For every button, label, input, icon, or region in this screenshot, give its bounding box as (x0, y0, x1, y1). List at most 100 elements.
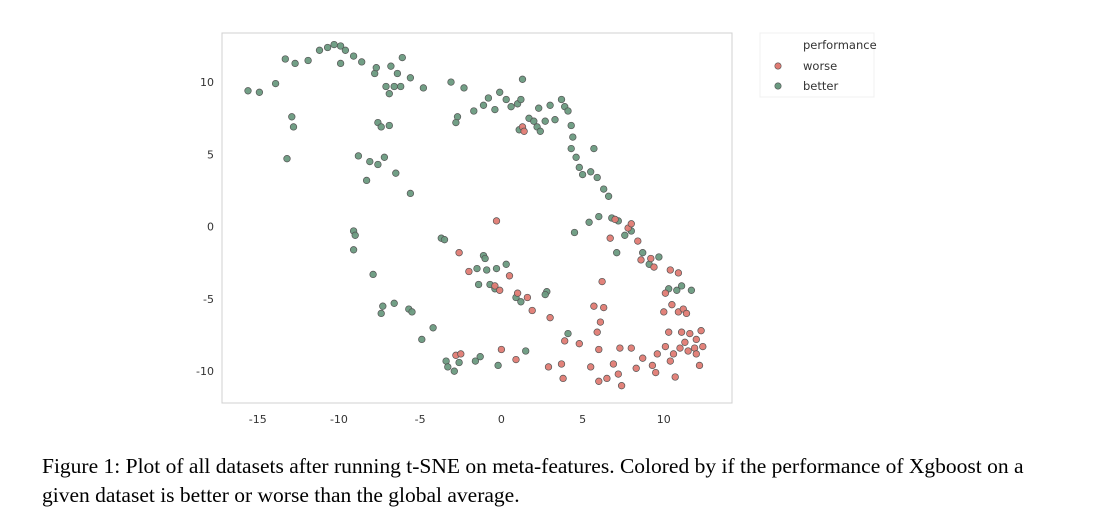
point-worse (692, 335, 700, 344)
point-better (541, 290, 549, 299)
point-better (255, 88, 264, 96)
point-worse (465, 267, 473, 276)
point-worse (686, 329, 694, 338)
point-worse (603, 374, 611, 383)
point-better (496, 88, 504, 96)
point-worse (491, 282, 499, 290)
point-worse (616, 344, 624, 352)
point-worse (606, 234, 614, 242)
point-better (271, 79, 280, 88)
x-tick-label: 5 (579, 413, 586, 426)
point-worse (617, 382, 626, 390)
point-better (483, 266, 491, 274)
point-better (471, 357, 480, 365)
point-better (655, 253, 663, 261)
point-better (408, 308, 416, 316)
point-better (546, 101, 554, 109)
point-worse (544, 363, 553, 371)
point-better (502, 260, 510, 268)
point-better (518, 75, 527, 83)
point-worse (666, 357, 674, 365)
point-better (587, 168, 595, 176)
point-better (281, 55, 289, 63)
point-better (362, 176, 371, 185)
point-better (341, 46, 350, 54)
point-better (385, 121, 393, 130)
point-better (677, 282, 686, 290)
point-better (593, 173, 601, 182)
point-better (349, 246, 358, 254)
x-tick-label: 10 (657, 413, 671, 426)
point-better (244, 87, 252, 95)
point-better (398, 53, 406, 62)
point-better (406, 189, 415, 198)
point-worse (682, 309, 691, 318)
point-worse (627, 344, 635, 352)
point-worse (595, 377, 603, 385)
point-better (372, 64, 380, 72)
point-better (390, 82, 398, 91)
point-worse (627, 220, 635, 228)
point-worse (455, 249, 463, 257)
point-better (419, 84, 428, 92)
point-worse (520, 127, 528, 135)
point-worse (596, 318, 605, 326)
point-worse (614, 370, 622, 378)
point-worse (661, 342, 670, 351)
point-better (288, 113, 296, 121)
point-better (283, 155, 291, 163)
point-better (570, 228, 579, 237)
point-better (387, 62, 395, 70)
legend-marker-worse (774, 62, 782, 70)
point-worse (637, 256, 645, 264)
point-better (569, 133, 577, 141)
point-worse (697, 327, 705, 335)
y-tick-label: 0 (207, 221, 214, 234)
point-worse (671, 373, 679, 381)
point-worse (647, 254, 655, 263)
point-better (564, 107, 572, 115)
point-better (450, 367, 458, 375)
point-better (492, 264, 501, 273)
point-better (474, 280, 483, 289)
point-better (473, 264, 481, 273)
point-better (393, 69, 402, 78)
point-better (397, 82, 405, 91)
point-better (330, 40, 338, 49)
point-better (369, 270, 377, 279)
point-better (476, 353, 484, 361)
point-better (304, 56, 312, 65)
point-better (494, 361, 502, 370)
y-tick-label: -10 (196, 365, 214, 378)
x-tick-label: -10 (330, 413, 348, 426)
point-better (585, 218, 593, 226)
point-worse (634, 237, 642, 245)
point-better (590, 144, 598, 153)
point-better (291, 59, 299, 68)
point-better (377, 123, 385, 131)
point-worse (587, 363, 595, 371)
point-better (621, 231, 629, 239)
point-better (444, 363, 452, 371)
point-better (541, 117, 549, 125)
point-worse (609, 360, 618, 368)
point-worse (674, 269, 683, 277)
point-better (366, 157, 374, 166)
point-worse (684, 347, 692, 355)
point-worse (639, 354, 647, 362)
point-better (460, 84, 468, 92)
point-better (491, 105, 499, 114)
point-worse (669, 350, 678, 358)
point-worse (505, 272, 514, 280)
y-tick-label: 5 (207, 148, 214, 161)
point-worse (677, 328, 686, 336)
point-better (315, 46, 324, 54)
point-better (575, 163, 583, 172)
point-worse (595, 345, 603, 354)
y-tick-label: 10 (200, 76, 214, 89)
point-better (600, 185, 608, 193)
point-better (517, 95, 525, 104)
point-worse (660, 308, 668, 316)
point-better (578, 170, 587, 179)
point-better (358, 58, 366, 66)
